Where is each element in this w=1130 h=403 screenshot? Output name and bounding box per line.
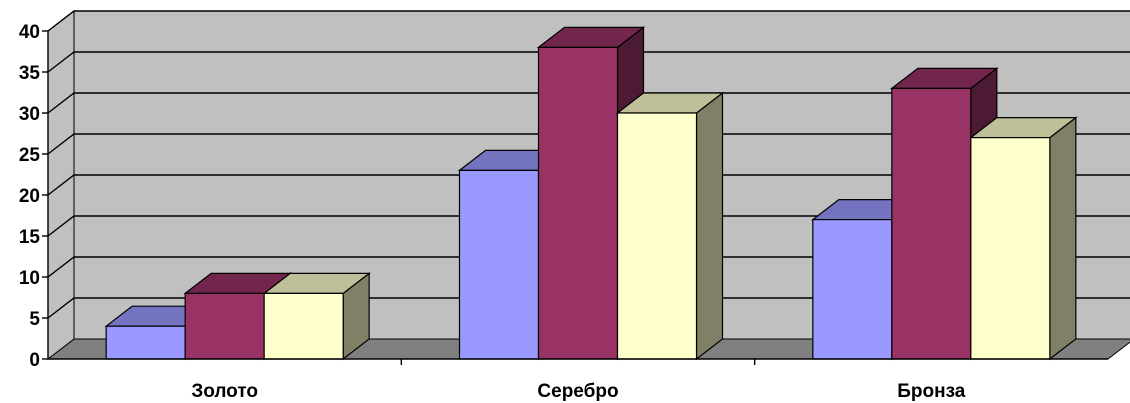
- gridline: [47, 215, 1130, 237]
- gridline: [47, 10, 1130, 32]
- x-axis-labels: Золото Серебро Бронза: [191, 381, 965, 402]
- bars: [104, 26, 1078, 361]
- bar-front-face: [891, 87, 972, 360]
- y-tick-label: 15: [19, 227, 41, 248]
- x-category-label: Серебро: [537, 381, 618, 402]
- bar-front-face: [458, 169, 540, 360]
- x-category-label: Бронза: [897, 381, 966, 402]
- bar-front-face: [812, 219, 893, 360]
- y-tick-label: 30: [19, 104, 40, 125]
- gridlines: [47, 10, 1130, 319]
- y-tick-label: 25: [19, 145, 41, 166]
- y-tick-label: 0: [29, 350, 40, 371]
- bar: [615, 91, 725, 361]
- y-tick-label: 5: [29, 309, 40, 330]
- y-axis-ticks: 0 5 10 15 20 25 30 35 40: [19, 22, 41, 371]
- bar-front-face: [263, 292, 344, 360]
- x-category-label: Золото: [191, 381, 258, 402]
- bar: [969, 116, 1078, 361]
- y-tick-label: 40: [19, 22, 40, 43]
- gridline: [47, 51, 1130, 73]
- gridline: [47, 297, 1130, 319]
- gridline: [47, 174, 1130, 196]
- bar-front-face: [184, 292, 265, 360]
- bar-side-face: [695, 91, 724, 361]
- bar-side-face: [1049, 116, 1077, 361]
- bar-front-face: [616, 112, 698, 360]
- bar-front-face: [970, 137, 1051, 360]
- bar-front-face: [105, 325, 186, 360]
- gridline: [47, 92, 1130, 114]
- y-tick-label: 10: [19, 268, 40, 289]
- axes: [42, 30, 1108, 365]
- y-tick-label: 35: [19, 63, 41, 84]
- bar: [262, 272, 371, 361]
- gridline: [47, 133, 1130, 155]
- gridline: [47, 256, 1130, 278]
- bar-front-face: [537, 46, 619, 360]
- y-tick-label: 20: [19, 186, 40, 207]
